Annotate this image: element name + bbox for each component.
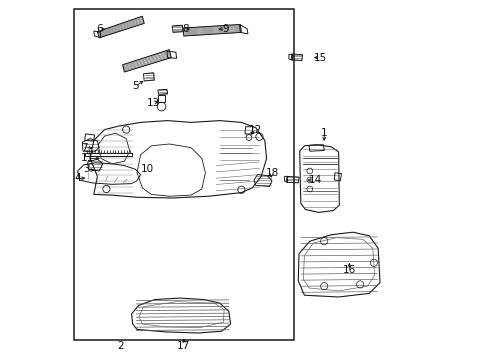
- Text: 3: 3: [83, 164, 90, 174]
- Text: 13: 13: [147, 98, 160, 108]
- Text: 16: 16: [343, 265, 356, 275]
- Text: 17: 17: [177, 341, 191, 351]
- Text: 15: 15: [314, 53, 327, 63]
- Text: 18: 18: [266, 168, 279, 178]
- Text: 5: 5: [132, 81, 139, 91]
- Text: 7: 7: [81, 143, 88, 153]
- Text: 6: 6: [96, 24, 102, 34]
- Text: 11: 11: [81, 153, 94, 163]
- Text: 12: 12: [249, 125, 263, 135]
- Text: 8: 8: [182, 24, 189, 34]
- Text: 14: 14: [309, 175, 322, 185]
- Bar: [74, 9, 294, 340]
- Text: 2: 2: [118, 341, 124, 351]
- Text: 1: 1: [321, 128, 327, 138]
- Text: 10: 10: [141, 164, 154, 174]
- Text: 9: 9: [222, 24, 228, 34]
- Text: 4: 4: [74, 173, 81, 183]
